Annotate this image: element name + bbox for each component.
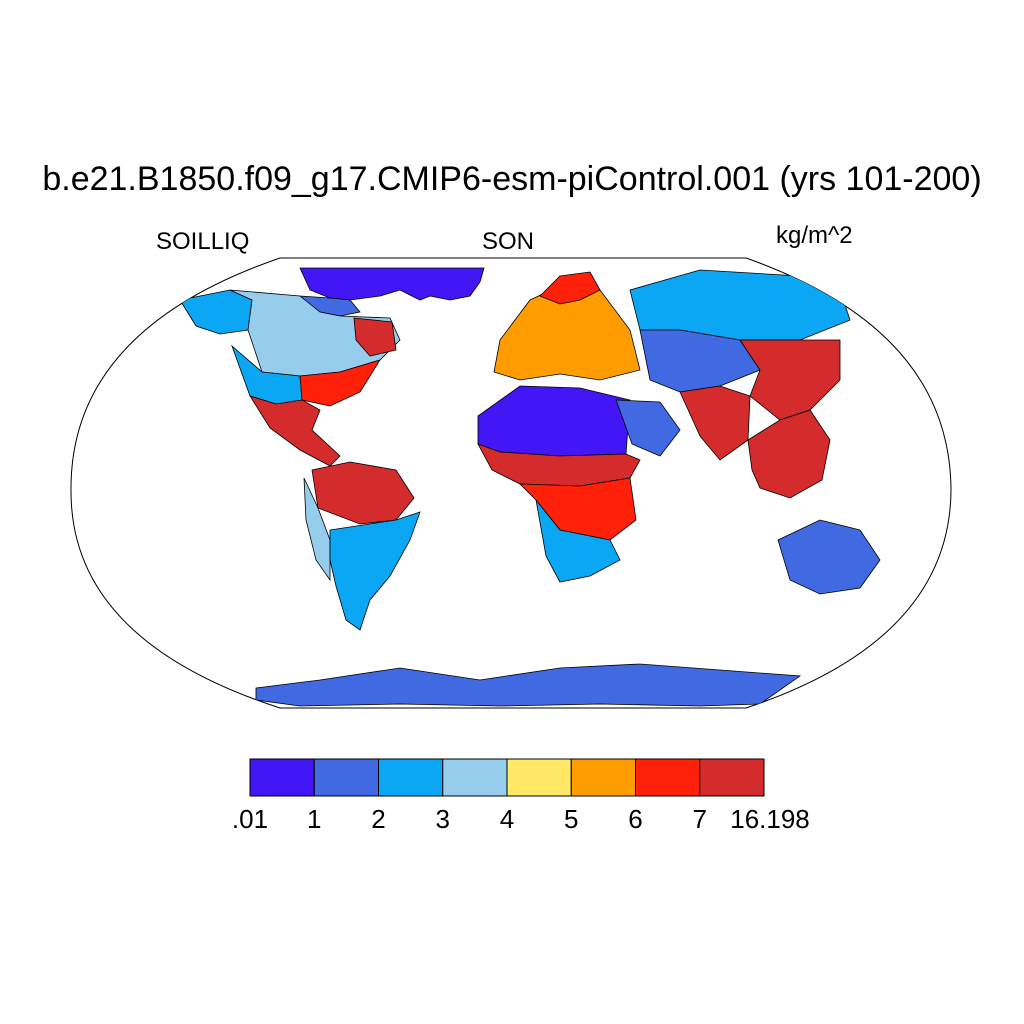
plot-title: b.e21.B1850.f09_g17.CMIP6-esm-piControl.… [42, 160, 982, 198]
variable-label: SOILLIQ [156, 228, 250, 255]
colorbar-tick-label: 16.198 [730, 804, 810, 834]
region-central-america [249, 395, 341, 467]
region-scandinavia [539, 271, 601, 305]
region-australia [777, 519, 881, 595]
region-antarctica [255, 663, 802, 707]
region-hudson-bay-region [353, 317, 397, 357]
colorbar-tick-label: 7 [692, 804, 707, 834]
units-label: kg/m^2 [776, 222, 853, 249]
region-andes [303, 477, 331, 582]
region-central-asia [639, 329, 761, 393]
region-southern-africa [535, 499, 621, 583]
colorbar-tick-label: 5 [564, 804, 579, 834]
season-label: SON [482, 228, 535, 255]
region-sahel [477, 443, 641, 487]
colorbar-tick-label: 1 [307, 804, 322, 834]
region-southeast-asia [747, 409, 831, 499]
region-arabian-peninsula [615, 399, 681, 457]
region-siberia [629, 269, 851, 341]
colorbar-tick-label: .01 [231, 804, 269, 834]
region-amazon [311, 461, 415, 525]
colorbar-tick-label: 2 [371, 804, 386, 834]
colorbar-tick-label: 6 [628, 804, 643, 834]
region-southern-south-america [329, 511, 421, 631]
colorbar-tick-label: 3 [435, 804, 450, 834]
colorbar-tick-label: 4 [499, 804, 515, 834]
